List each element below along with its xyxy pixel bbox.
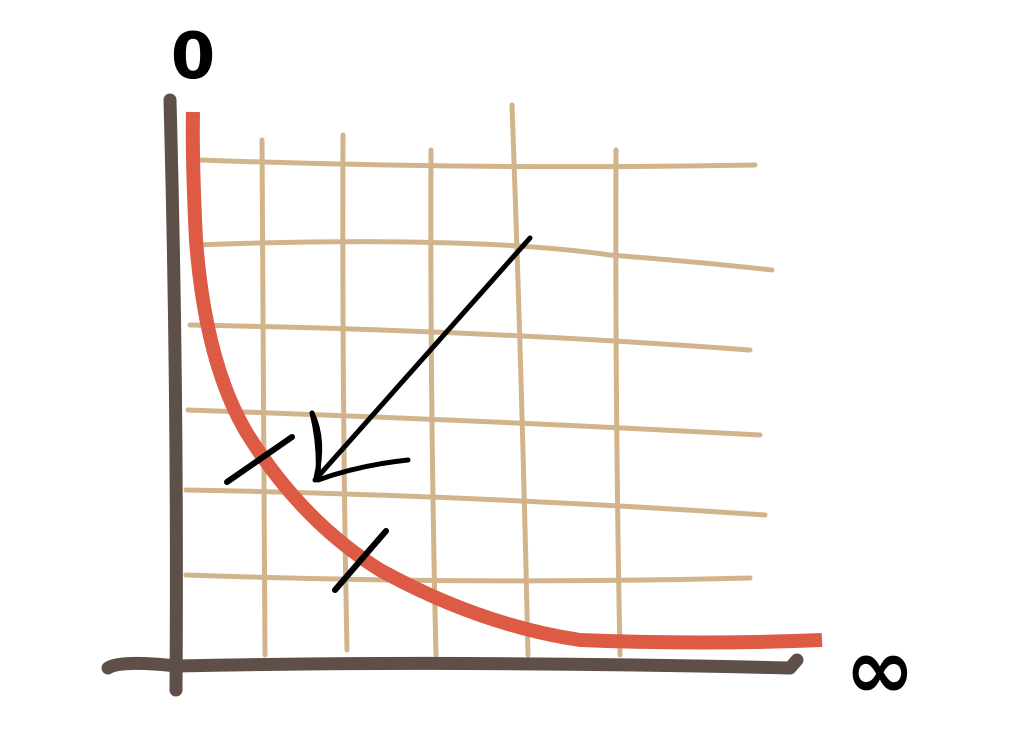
grid — [183, 102, 775, 658]
top-label: 0 — [171, 20, 216, 94]
grid-line-horizontal — [185, 407, 763, 438]
grid-line-vertical — [428, 147, 439, 658]
grid-line-horizontal — [183, 572, 753, 584]
x-axis — [101, 653, 804, 675]
curve-tick-mark — [224, 434, 295, 485]
y-axis — [163, 93, 183, 697]
arrow-head-left-stroke — [309, 410, 323, 481]
grid-line-vertical — [259, 137, 268, 658]
grid-line-horizontal — [192, 239, 775, 273]
infinity-label: ∞ — [845, 620, 915, 718]
decay-curve — [185, 111, 823, 650]
grid-line-horizontal — [183, 487, 768, 518]
grid-line-horizontal — [197, 157, 758, 170]
curve-tick-mark — [332, 528, 389, 593]
arrow-shaft — [312, 235, 533, 483]
grid-line-horizontal — [187, 322, 753, 353]
grid-line-vertical — [613, 147, 623, 658]
grid-line-vertical — [509, 102, 531, 658]
arrow-down-left-icon — [309, 235, 533, 483]
